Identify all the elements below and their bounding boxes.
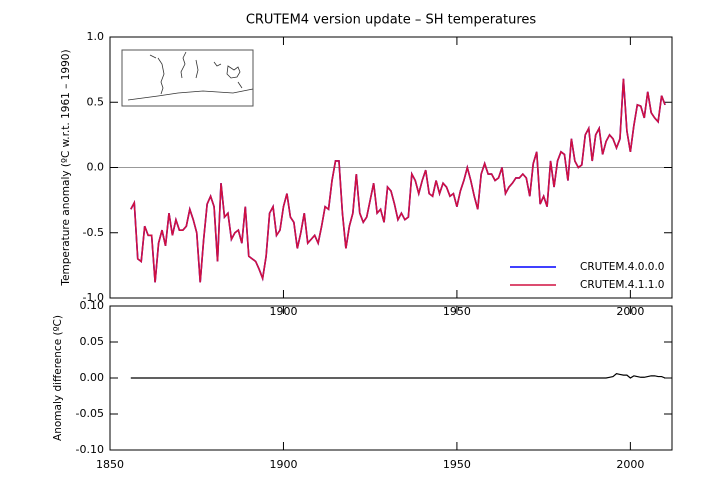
y-tick-label: 0.0 [87,161,105,174]
chart-title: CRUTEM4 version update – SH temperatures [246,13,537,28]
y-tick-label: 1.0 [87,30,105,43]
series-line [130,78,666,283]
x-tick-label: 1900 [269,458,297,471]
y-axis-label: Temperature anomaly (ºC w.r.t. 1961 – 19… [60,49,72,286]
y-tick-label: 0.10 [80,299,105,312]
inset-map [121,49,254,107]
x-tick-label: 2000 [616,458,644,471]
legend-label: CRUTEM.4.1.1.0 [580,279,665,291]
y-tick-label: 0.5 [87,95,105,108]
y-tick-label: -1.0 [83,291,104,304]
y-tick-label: -0.5 [83,226,104,239]
y-tick-label: 0.00 [80,371,105,384]
y-tick-label: -0.10 [76,443,104,456]
series-line [130,373,666,379]
series-line [130,78,666,283]
x-tick-label: 1950 [443,458,471,471]
y-tick-label: 0.05 [80,335,105,348]
y-axis-label: Anomaly difference (ºC) [52,315,64,441]
y-tick-label: -0.05 [76,407,104,420]
x-tick-label: 1850 [96,458,124,471]
legend-label: CRUTEM.4.0.0.0 [580,261,665,273]
